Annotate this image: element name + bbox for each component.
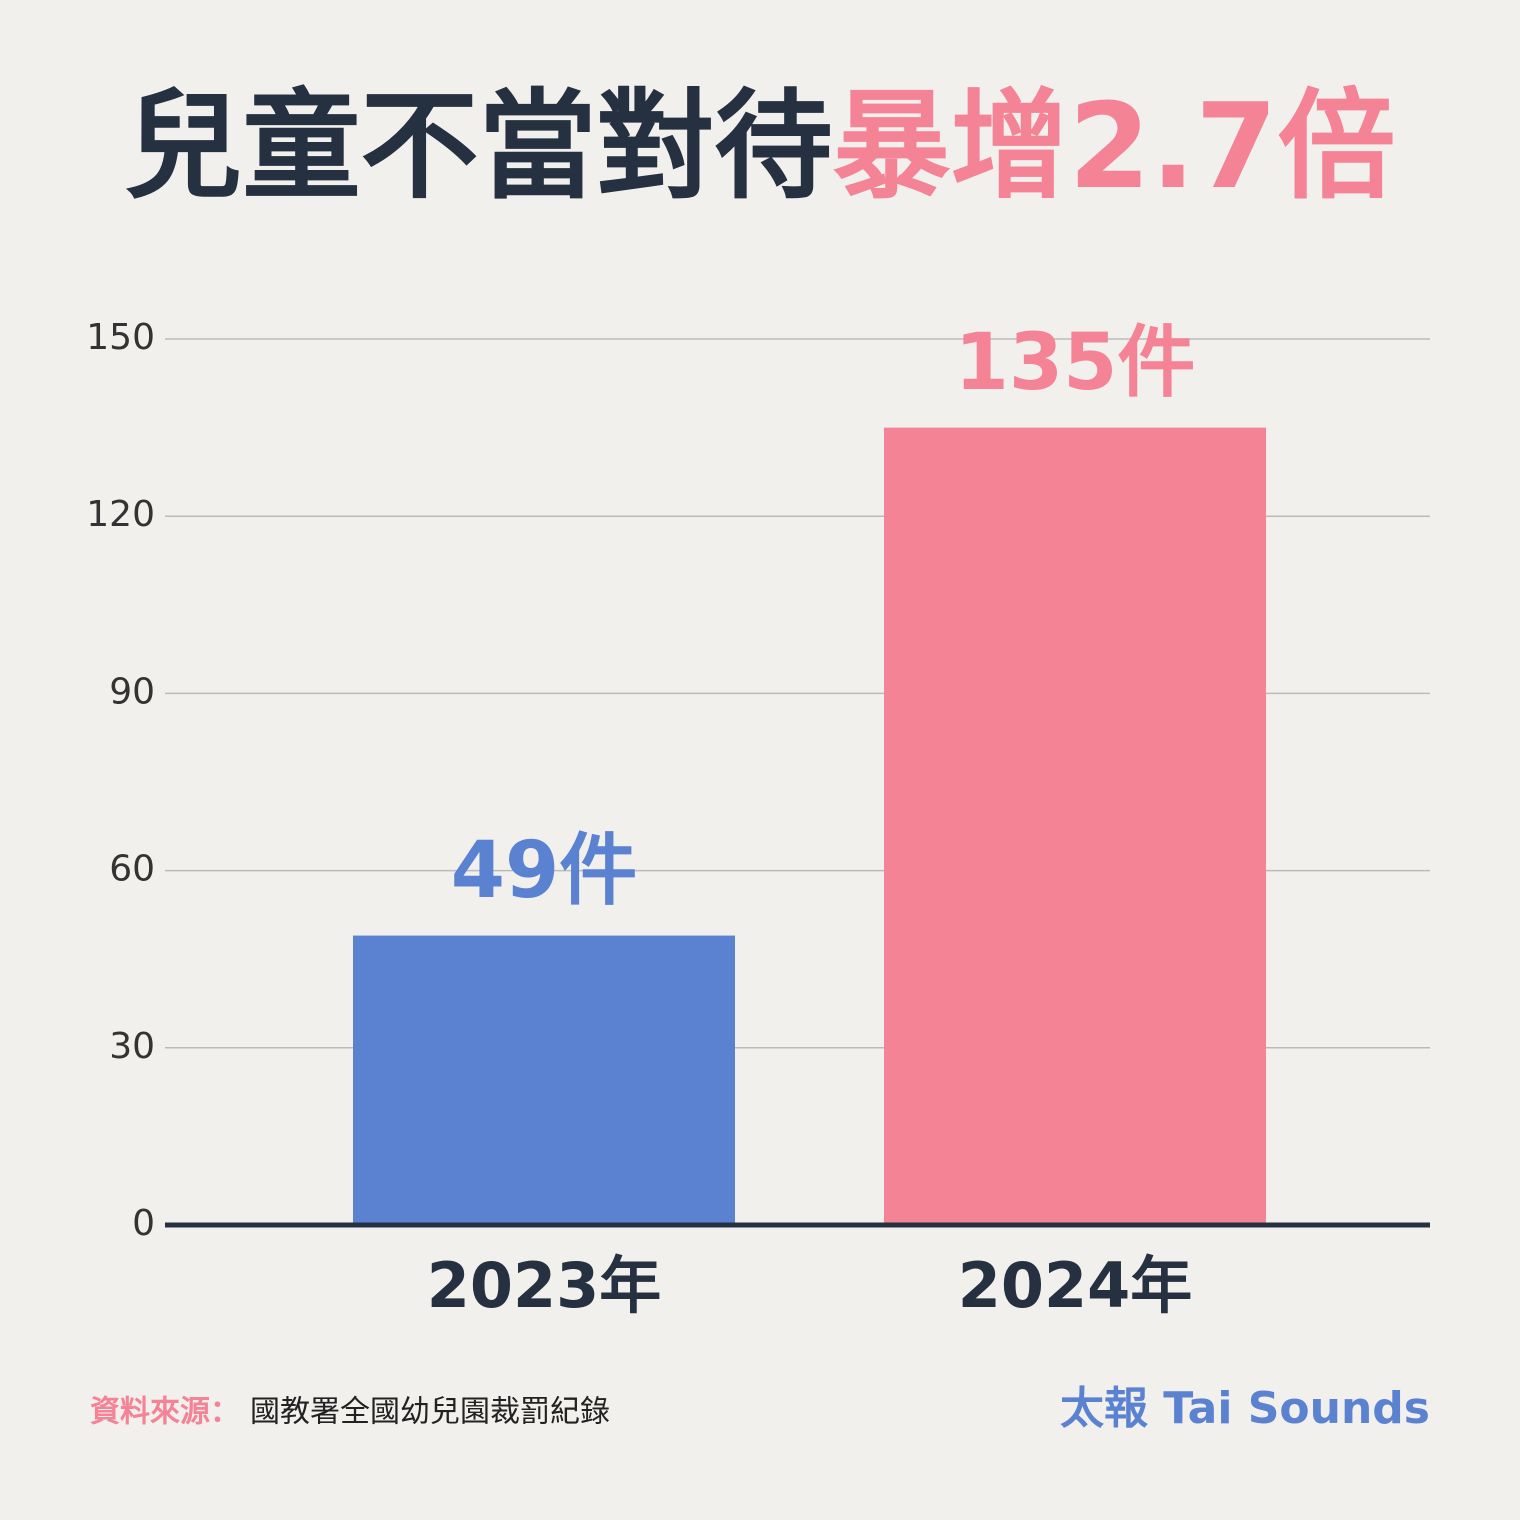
y-tick-label: 90 [109, 671, 155, 712]
y-tick-label: 0 [132, 1203, 155, 1244]
source-label: 資料來源： [90, 1395, 240, 1430]
y-tick-label: 30 [109, 1026, 155, 1067]
x-tick-label: 2023年 [427, 1249, 662, 1322]
y-tick-label: 120 [86, 494, 155, 535]
y-tick-label: 60 [109, 849, 155, 890]
value-label: 135件 [955, 318, 1196, 408]
x-tick-label: 2024年 [958, 1249, 1193, 1322]
source: 國教署全國幼兒園裁罰紀錄 [250, 1395, 610, 1430]
bar [884, 427, 1266, 1226]
value-label: 49件 [451, 826, 638, 916]
title-main: 兒童不當對待 [124, 77, 832, 215]
title-highlight: 暴增2.7倍 [832, 77, 1395, 215]
y-tick-label: 150 [86, 317, 155, 358]
chart-title: 兒童不當對待暴增2.7倍 [124, 77, 1395, 215]
brand: 太報 Tai Sounds [1060, 1383, 1430, 1434]
bar [353, 935, 735, 1225]
